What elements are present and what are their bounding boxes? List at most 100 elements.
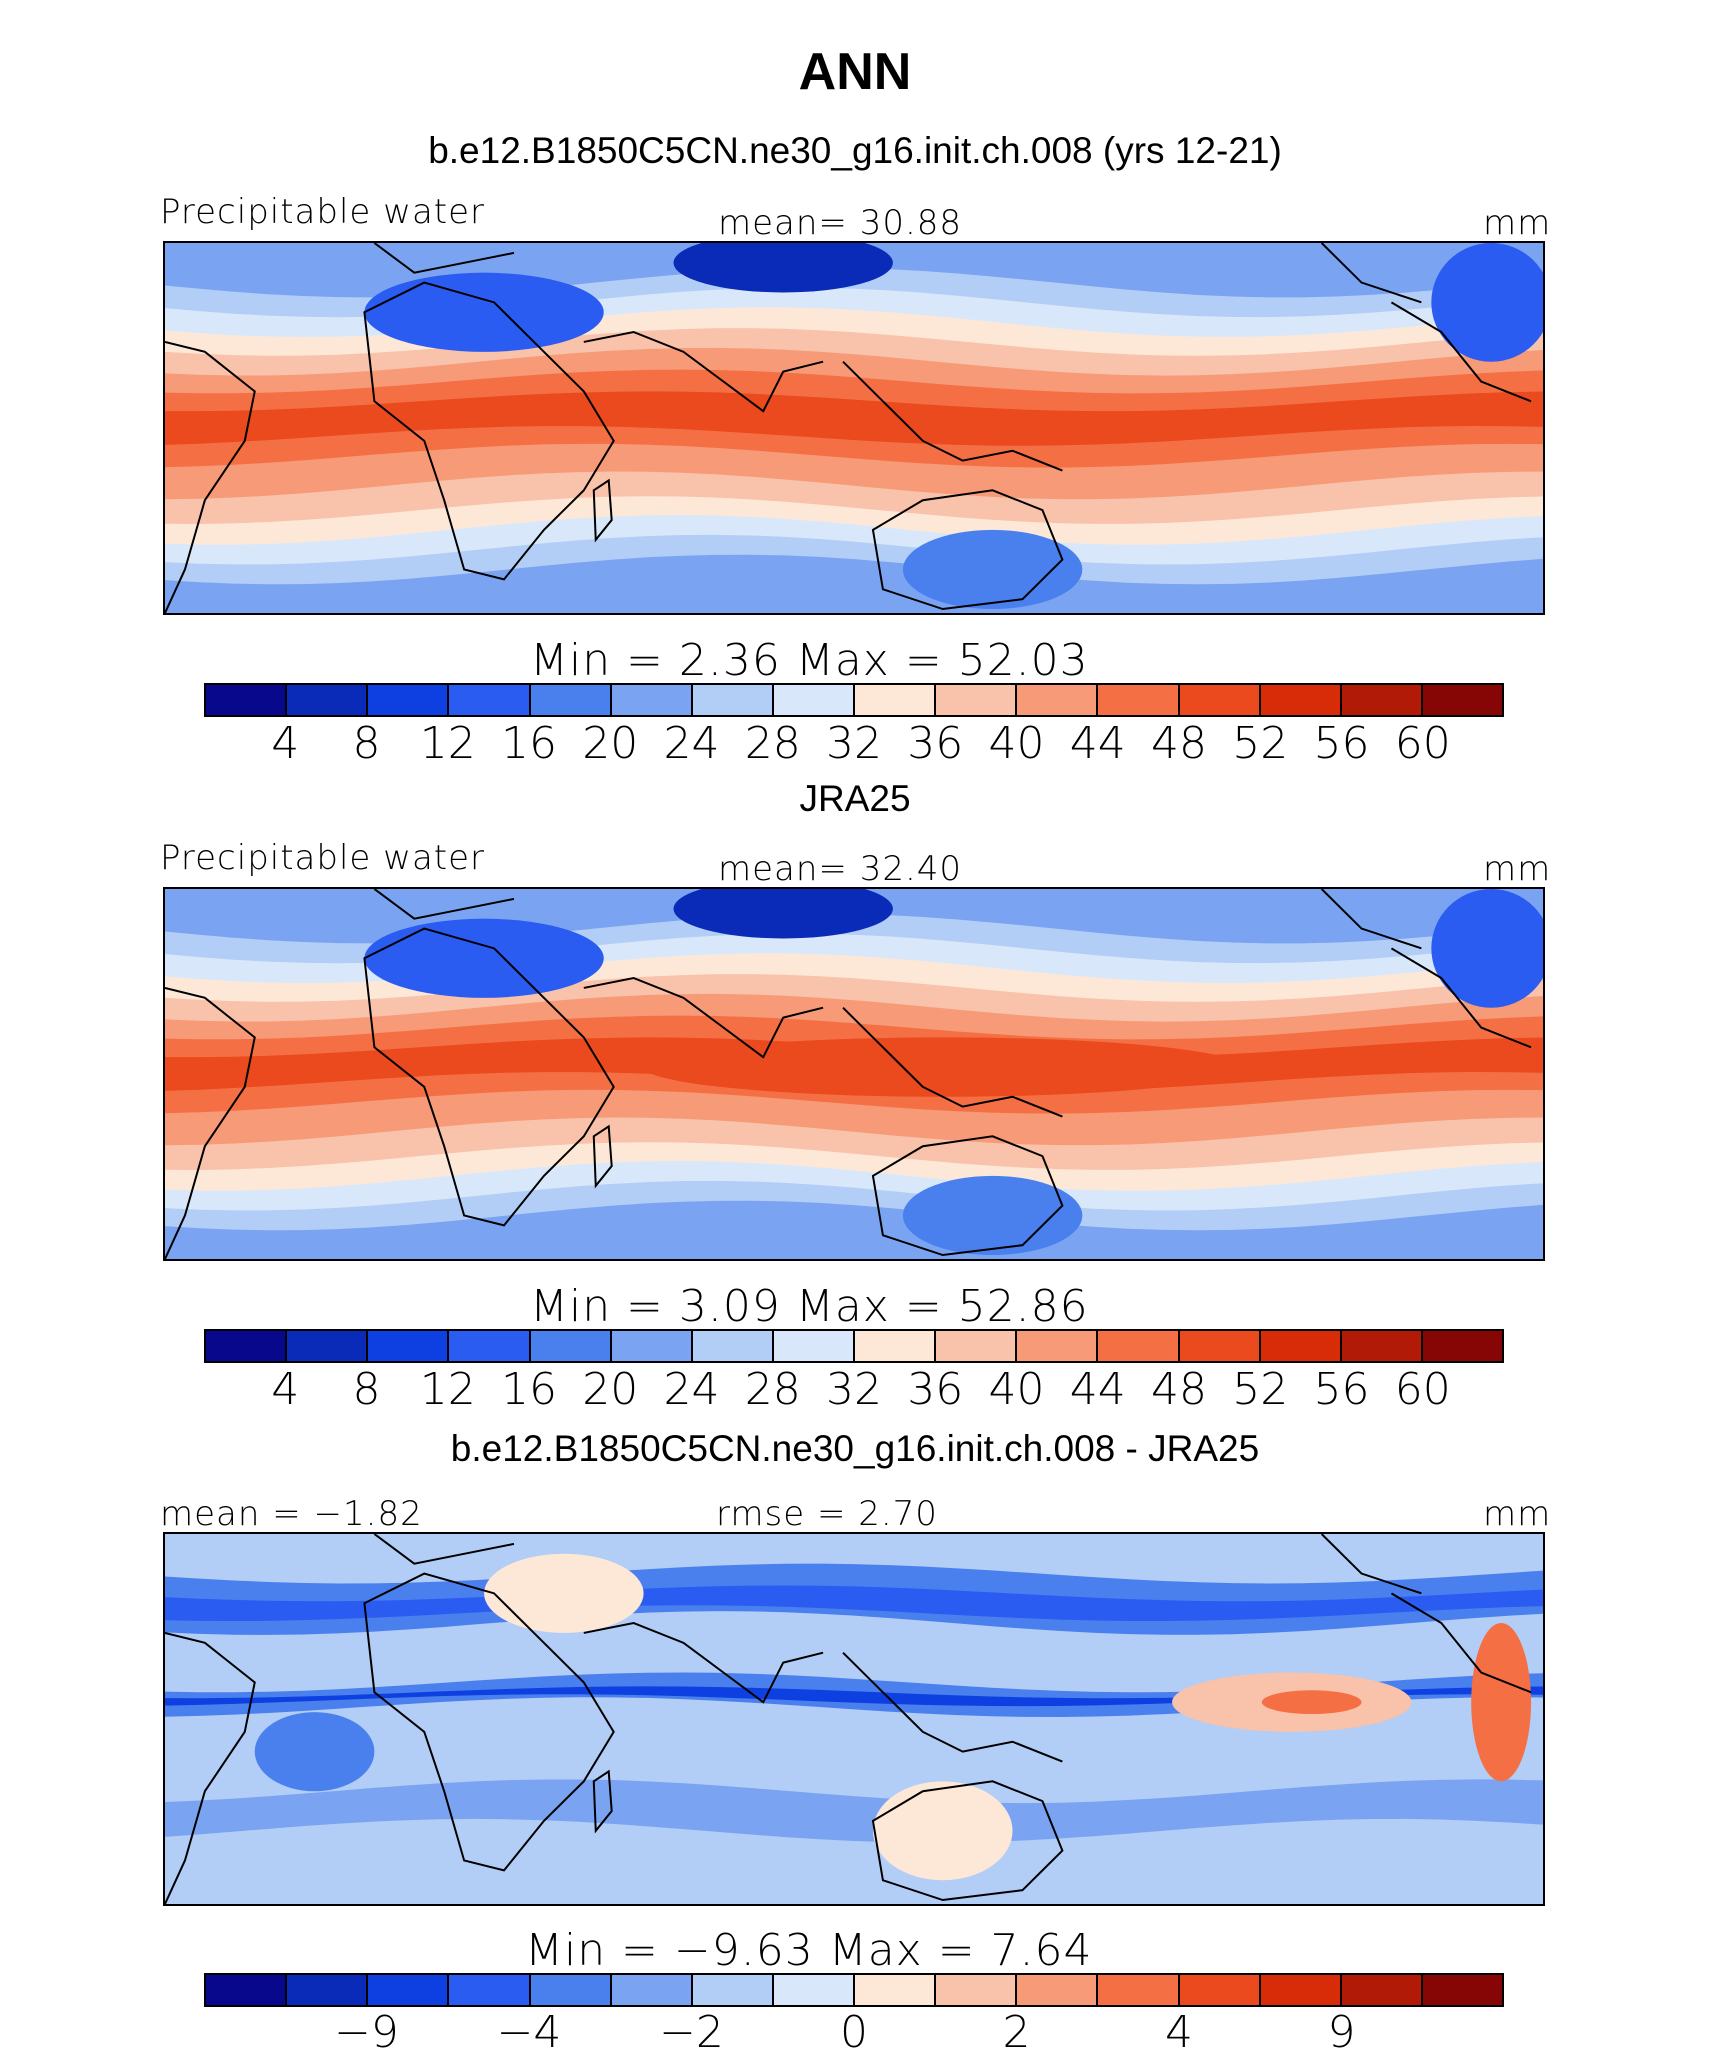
colorbar-swatch xyxy=(206,1331,288,1361)
coastline xyxy=(583,331,824,413)
colorbar-swatch xyxy=(368,1331,450,1361)
colorbar-tick-label: 24 xyxy=(663,1364,720,1415)
colorbar-tick-label: 40 xyxy=(988,1364,1045,1415)
colorbar-tick-label: −4 xyxy=(496,2007,562,2058)
panel-1-colorbar xyxy=(204,683,1504,717)
colorbar-swatch xyxy=(1341,685,1423,715)
contour-blob xyxy=(673,243,893,293)
contour-blob xyxy=(1471,1623,1532,1782)
colorbar-tick-label: 20 xyxy=(582,1364,639,1415)
colorbar-swatch xyxy=(287,685,369,715)
colorbar-swatch xyxy=(368,1975,450,2005)
colorbar-swatch xyxy=(449,1975,531,2005)
panel-1-units-label: mm xyxy=(1483,203,1552,243)
colorbar-swatch xyxy=(936,1331,1018,1361)
panel-1-mean-label: mean= 30.88 xyxy=(718,203,963,243)
panel-3-map xyxy=(163,1532,1545,1906)
colorbar-swatch xyxy=(1422,1975,1502,2005)
contour-blob xyxy=(254,1712,375,1792)
colorbar-swatch xyxy=(611,1975,693,2005)
colorbar-tick-label: 56 xyxy=(1313,718,1370,769)
panel-2-mean-label: mean= 32.40 xyxy=(718,849,963,889)
coastline xyxy=(1320,1534,1422,1595)
colorbar-tick-label: 12 xyxy=(419,1364,476,1415)
colorbar-swatch xyxy=(1017,1975,1099,2005)
colorbar-swatch xyxy=(530,685,612,715)
colorbar-swatch xyxy=(449,685,531,715)
colorbar-swatch xyxy=(1017,1331,1099,1361)
colorbar-swatch xyxy=(206,1975,288,2005)
colorbar-swatch xyxy=(692,1975,774,2005)
coastline xyxy=(842,1652,1063,1763)
colorbar-tick-label: 8 xyxy=(352,1364,381,1415)
colorbar-tick-label: 60 xyxy=(1394,1364,1451,1415)
contour-band xyxy=(165,391,1543,446)
contour-blob xyxy=(484,1553,644,1633)
coastline xyxy=(363,927,615,1227)
colorbar-swatch xyxy=(611,685,693,715)
colorbar-swatch xyxy=(530,1331,612,1361)
contour-blob xyxy=(902,529,1083,610)
colorbar-swatch xyxy=(287,1975,369,2005)
colorbar-swatch xyxy=(611,1331,693,1361)
colorbar-tick-label: 40 xyxy=(988,718,1045,769)
colorbar-swatch xyxy=(1098,1975,1180,2005)
panel-1-variable-label: Precipitable water xyxy=(160,192,486,232)
panel-3-rmse-label: rmse = 2.70 xyxy=(716,1494,938,1534)
contour-blob xyxy=(902,1175,1083,1256)
colorbar-swatch xyxy=(1098,685,1180,715)
panel-2-units-label: mm xyxy=(1483,849,1552,889)
contour-blob xyxy=(643,1037,1242,1097)
colorbar-tick-label: 20 xyxy=(582,718,639,769)
coastline xyxy=(1320,889,1422,950)
colorbar-swatch xyxy=(1341,1331,1423,1361)
colorbar-swatch xyxy=(1422,685,1502,715)
colorbar-swatch xyxy=(773,685,855,715)
colorbar-tick-label: 4 xyxy=(1165,2007,1193,2058)
colorbar-tick-label: 4 xyxy=(271,718,300,769)
coastline xyxy=(592,478,613,543)
field-svg xyxy=(165,889,1543,1259)
colorbar-tick-label: 36 xyxy=(907,1364,964,1415)
colorbar-tick-label: 28 xyxy=(744,1364,801,1415)
colorbar-swatch xyxy=(773,1331,855,1361)
colorbar-swatch xyxy=(936,1975,1018,2005)
coastline xyxy=(1390,947,1532,1049)
colorbar-tick-label: 32 xyxy=(826,718,882,769)
colorbar-swatch xyxy=(855,685,937,715)
colorbar-swatch xyxy=(692,1331,774,1361)
coastline xyxy=(871,1135,1064,1257)
colorbar-swatch xyxy=(1260,1975,1342,2005)
coastline xyxy=(165,1631,256,1904)
panel-2-map xyxy=(163,887,1545,1261)
coastline xyxy=(373,889,515,920)
colorbar-swatch xyxy=(855,1331,937,1361)
colorbar-swatch xyxy=(1179,1331,1261,1361)
colorbar-swatch xyxy=(773,1975,855,2005)
colorbar-swatch xyxy=(1017,685,1099,715)
panel-3-minmax: Min = −9.63 Max = 7.64 xyxy=(525,1925,1093,1976)
coastline xyxy=(583,1622,824,1704)
coastline xyxy=(871,489,1064,611)
coastline xyxy=(165,340,256,613)
contour-band xyxy=(165,1585,1543,1622)
colorbar-swatch xyxy=(1098,1331,1180,1361)
colorbar-tick-label: 48 xyxy=(1151,1364,1207,1415)
panel-3-title: b.e12.B1850C5CN.ne30_g16.init.ch.008 - J… xyxy=(450,1428,1260,1469)
colorbar-tick-label: 12 xyxy=(419,718,476,769)
coastline xyxy=(842,1007,1063,1118)
coastline xyxy=(583,977,824,1059)
panel-2-variable-label: Precipitable water xyxy=(160,838,486,878)
contour-blob xyxy=(1431,889,1543,1008)
colorbar-tick-label: 4 xyxy=(271,1364,300,1415)
contour-blob xyxy=(673,889,893,939)
contour-blob xyxy=(1261,1690,1362,1715)
coastline xyxy=(842,361,1063,472)
colorbar-swatch xyxy=(1422,1331,1502,1361)
field-svg xyxy=(165,1534,1543,1904)
coastline xyxy=(1320,243,1422,304)
colorbar-swatch xyxy=(1179,685,1261,715)
contour-blob xyxy=(1431,243,1543,362)
colorbar-swatch xyxy=(1179,1975,1261,2005)
panel-1-title: b.e12.B1850C5CN.ne30_g16.init.ch.008 (yr… xyxy=(428,130,1282,171)
